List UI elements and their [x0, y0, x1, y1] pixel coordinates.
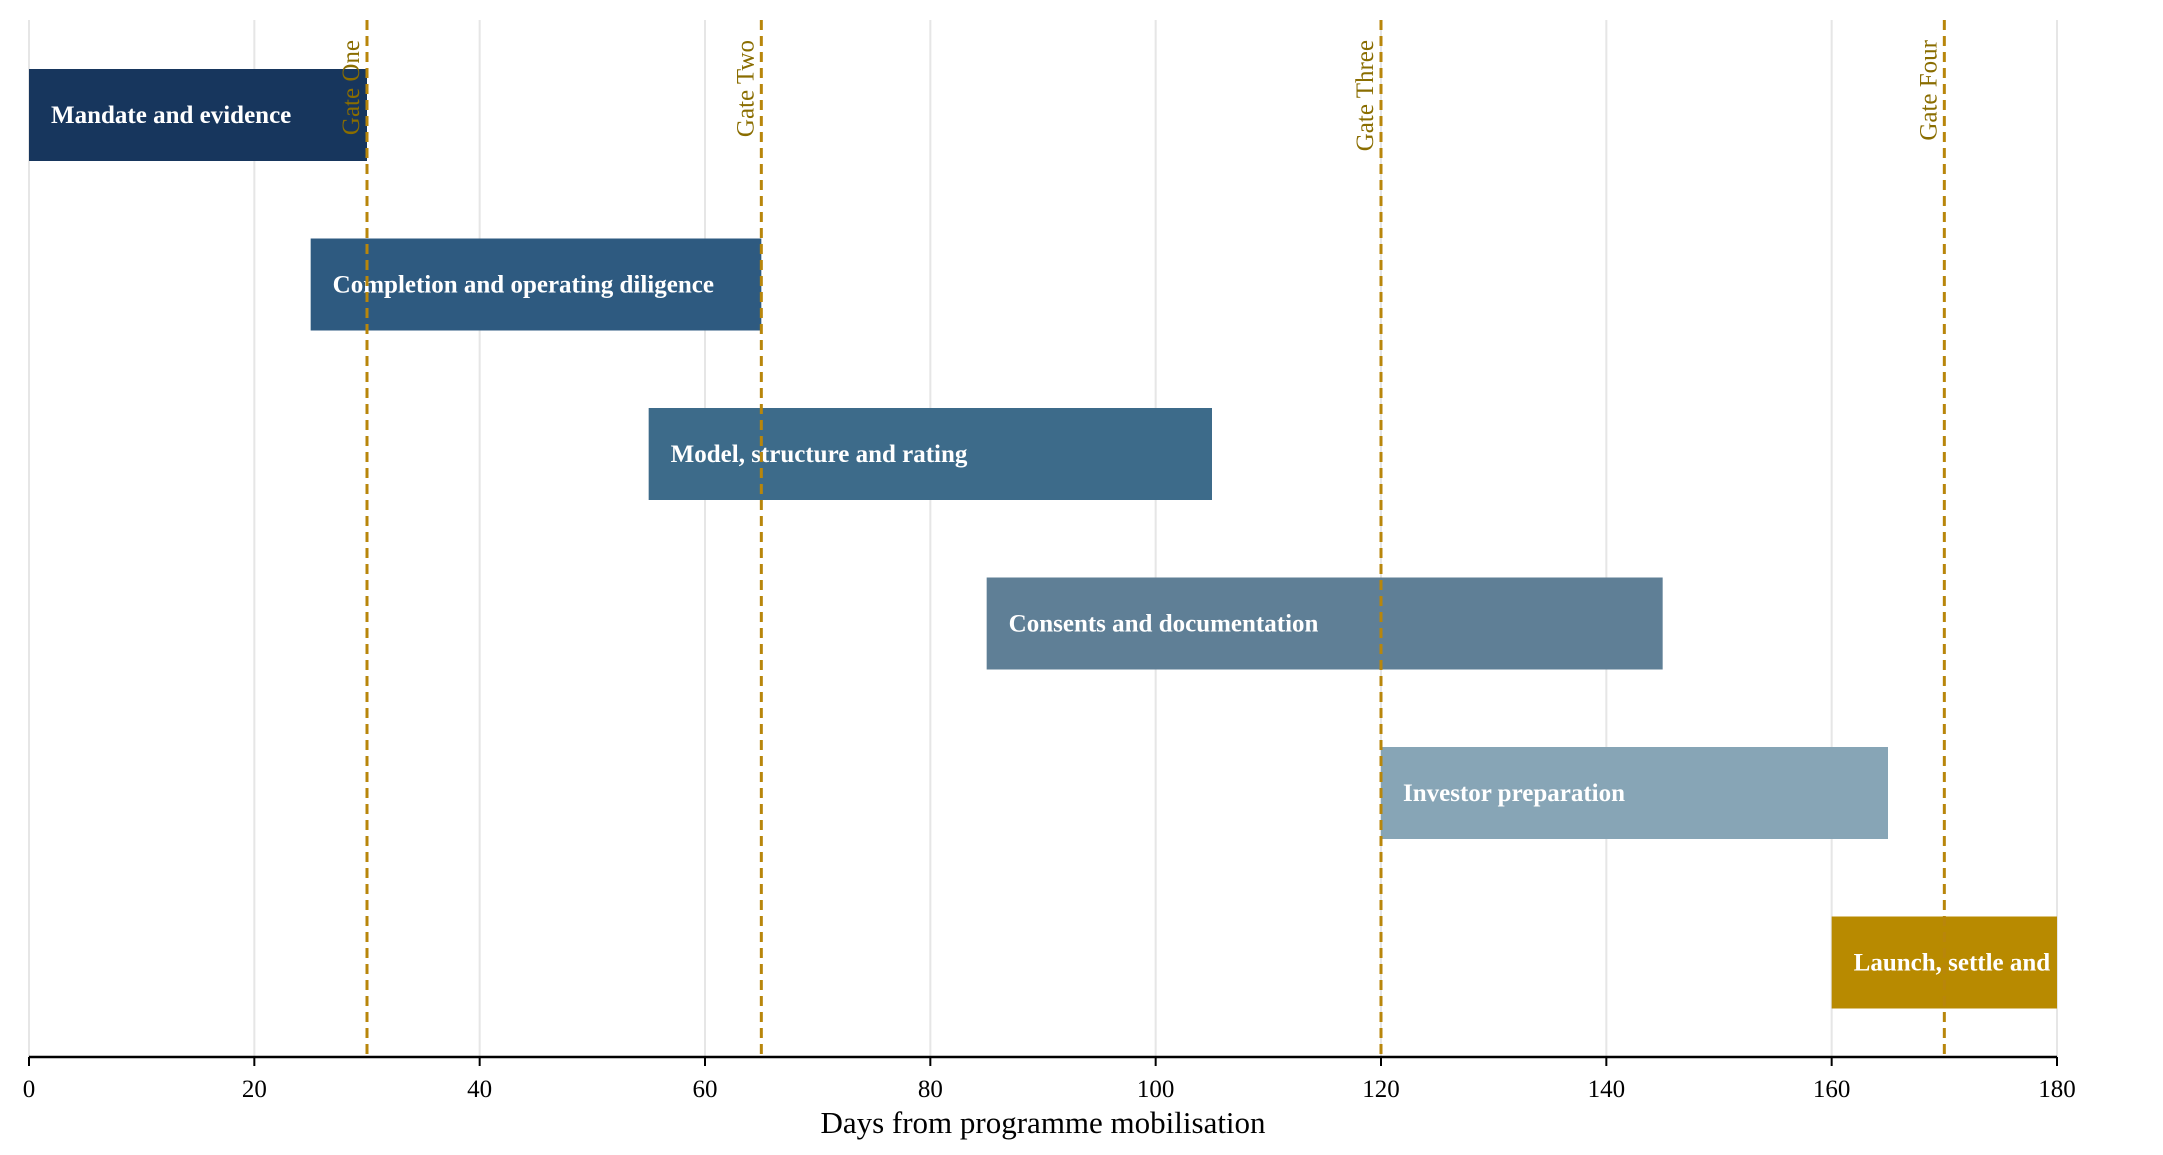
gantt-bar-group: Launch, settle and: [1831, 916, 2057, 1009]
gate-label: Gate Three: [1352, 40, 1379, 151]
gantt-bar-group: Mandate and evidence: [29, 69, 367, 161]
x-tick-label: 100: [1137, 1076, 1175, 1103]
x-tick-label: 120: [1362, 1076, 1400, 1103]
gantt-bar: [310, 238, 762, 331]
x-axis: 0 20 40 60 80 100 120 140 160 180: [23, 1055, 2076, 1103]
gantt-bar-label: Launch, settle and: [1854, 950, 2051, 977]
gantt-bar: [1831, 916, 2057, 1009]
x-tick-label: 40: [467, 1076, 492, 1103]
x-tick-label: 60: [693, 1076, 718, 1103]
gantt-bar-label: Model, structure and rating: [671, 441, 968, 468]
x-tick-label: 0: [23, 1076, 36, 1103]
gate-layer: Gate One Gate Two Gate Three Gate Four: [338, 20, 1946, 1057]
gate-label: Gate One: [338, 40, 365, 135]
gantt-bar-group: Completion and operating diligence: [310, 238, 762, 331]
gantt-bar: [29, 69, 367, 161]
x-tick-label: 180: [2038, 1076, 2076, 1103]
x-tick-label: 140: [1588, 1076, 1626, 1103]
gantt-bar: [648, 408, 1212, 500]
x-tick-label: 80: [918, 1076, 943, 1103]
gantt-bar: [986, 577, 1663, 670]
gantt-bar-label: Completion and operating diligence: [333, 272, 714, 299]
gantt-bar-group: Model, structure and rating: [648, 408, 1212, 500]
bar-layer: Mandate and evidence Completion and opera…: [29, 69, 2057, 1009]
gantt-bar-group: Consents and documentation: [986, 577, 1663, 670]
x-axis-title: Days from programme mobilisation: [820, 1105, 1266, 1140]
x-tick-label: 20: [242, 1076, 267, 1103]
gantt-bar-group: Investor preparation: [1381, 747, 1888, 839]
gate-label: Gate Four: [1915, 39, 1942, 140]
grid-layer: [28, 20, 2058, 1057]
gantt-bar-label: Consents and documentation: [1009, 611, 1319, 638]
gantt-bar-label: Investor preparation: [1403, 780, 1625, 807]
x-tick-label: 160: [1813, 1076, 1851, 1103]
gantt-bar-label: Mandate and evidence: [51, 102, 291, 129]
gate-label: Gate Two: [732, 40, 759, 137]
gantt-bar: [1381, 747, 1888, 839]
